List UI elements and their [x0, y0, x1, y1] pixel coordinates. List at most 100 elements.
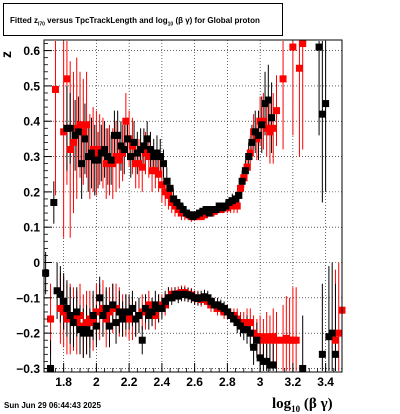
title-box: Fitted zI70 versus TpcTrackLength and lo…: [3, 3, 283, 36]
data-point: [92, 322, 100, 330]
data-point: [151, 301, 159, 309]
data-point: [151, 311, 159, 319]
data-point: [299, 40, 307, 48]
data-point: [161, 188, 169, 196]
data-point: [263, 357, 271, 365]
x-tick-label: 2.8: [219, 375, 236, 389]
y-tick-label: 0.1: [23, 221, 40, 235]
data-point: [241, 167, 249, 175]
data-point: [83, 319, 91, 327]
data-point: [318, 350, 326, 358]
x-tick-label: 2.2: [121, 375, 138, 389]
data-point: [269, 333, 277, 341]
data-point: [99, 311, 107, 319]
data-point: [47, 315, 55, 323]
data-point: [42, 269, 50, 277]
y-tick-label: −0.2: [16, 327, 40, 341]
data-point: [168, 294, 176, 302]
data-point: [205, 209, 213, 217]
y-tick-label: 0: [33, 256, 40, 270]
y-tick-label: −0.1: [16, 291, 40, 305]
data-point: [84, 153, 92, 161]
data-point: [146, 145, 154, 153]
data-point: [299, 364, 307, 372]
data-point: [79, 128, 87, 136]
data-point: [66, 311, 74, 319]
data-point: [325, 333, 333, 341]
data-point: [115, 156, 123, 164]
data-point: [76, 121, 84, 129]
data-point: [87, 149, 95, 157]
data-point: [156, 153, 164, 161]
data-point: [109, 301, 117, 309]
data-point: [220, 304, 228, 312]
data-point: [169, 195, 177, 203]
data-point: [112, 319, 120, 327]
data-point: [251, 128, 259, 136]
data-point: [105, 308, 113, 316]
data-point: [246, 319, 254, 327]
x-tick-label: 2.6: [186, 375, 203, 389]
data-point: [150, 153, 158, 161]
data-point: [112, 153, 120, 161]
data-point: [96, 145, 104, 153]
data-point: [60, 128, 68, 136]
x-tick-label: 1.8: [55, 375, 72, 389]
data-point: [81, 135, 89, 143]
data-point: [240, 174, 248, 182]
data-point: [268, 114, 276, 122]
timestamp: Sun Jun 29 06:44:43 2025: [4, 401, 101, 410]
y-tick-label: −0.3: [16, 362, 40, 376]
data-point: [256, 354, 264, 362]
data-point: [145, 301, 153, 309]
data-point: [269, 361, 277, 369]
data-point: [133, 149, 141, 157]
data-point: [233, 319, 241, 327]
x-tick-label: 3.2: [285, 375, 302, 389]
data-point: [174, 206, 182, 214]
data-point: [142, 308, 150, 316]
data-point: [263, 124, 271, 132]
data-point: [335, 329, 343, 337]
data-point: [145, 153, 153, 161]
data-point: [243, 326, 251, 334]
data-point: [120, 145, 128, 153]
data-point: [97, 149, 105, 157]
data-point: [253, 336, 261, 344]
data-point: [168, 198, 176, 206]
data-point: [264, 96, 272, 104]
data-point: [89, 311, 97, 319]
data-point: [263, 333, 271, 341]
data-point: [132, 315, 140, 323]
y-axis-label: z: [0, 51, 14, 58]
data-point: [161, 301, 169, 309]
data-point: [258, 121, 266, 129]
data-point: [292, 336, 300, 344]
data-point: [248, 138, 256, 146]
data-point: [233, 202, 241, 210]
data-point: [109, 160, 117, 168]
data-point: [56, 304, 64, 312]
data-point: [86, 315, 94, 323]
x-axis-label: log10 (β γ): [272, 396, 333, 414]
data-point: [69, 315, 77, 323]
data-point: [105, 322, 113, 330]
data-point: [261, 100, 269, 108]
data-point: [60, 297, 68, 305]
data-point: [207, 297, 215, 305]
data-point: [315, 43, 323, 51]
data-point: [238, 177, 246, 185]
data-point: [53, 287, 61, 295]
data-point: [128, 304, 136, 312]
data-point: [160, 160, 168, 168]
data-point: [101, 145, 109, 153]
data-point: [137, 145, 145, 153]
data-point: [143, 135, 151, 143]
data-point: [66, 124, 74, 132]
data-point: [83, 121, 91, 129]
data-point: [273, 107, 281, 115]
x-axis-tick-labels: 1.8 2 2.2 2.4 2.6 2.8 3 3.2 3.4: [55, 375, 334, 389]
data-point: [318, 110, 326, 118]
data-point: [92, 149, 100, 157]
